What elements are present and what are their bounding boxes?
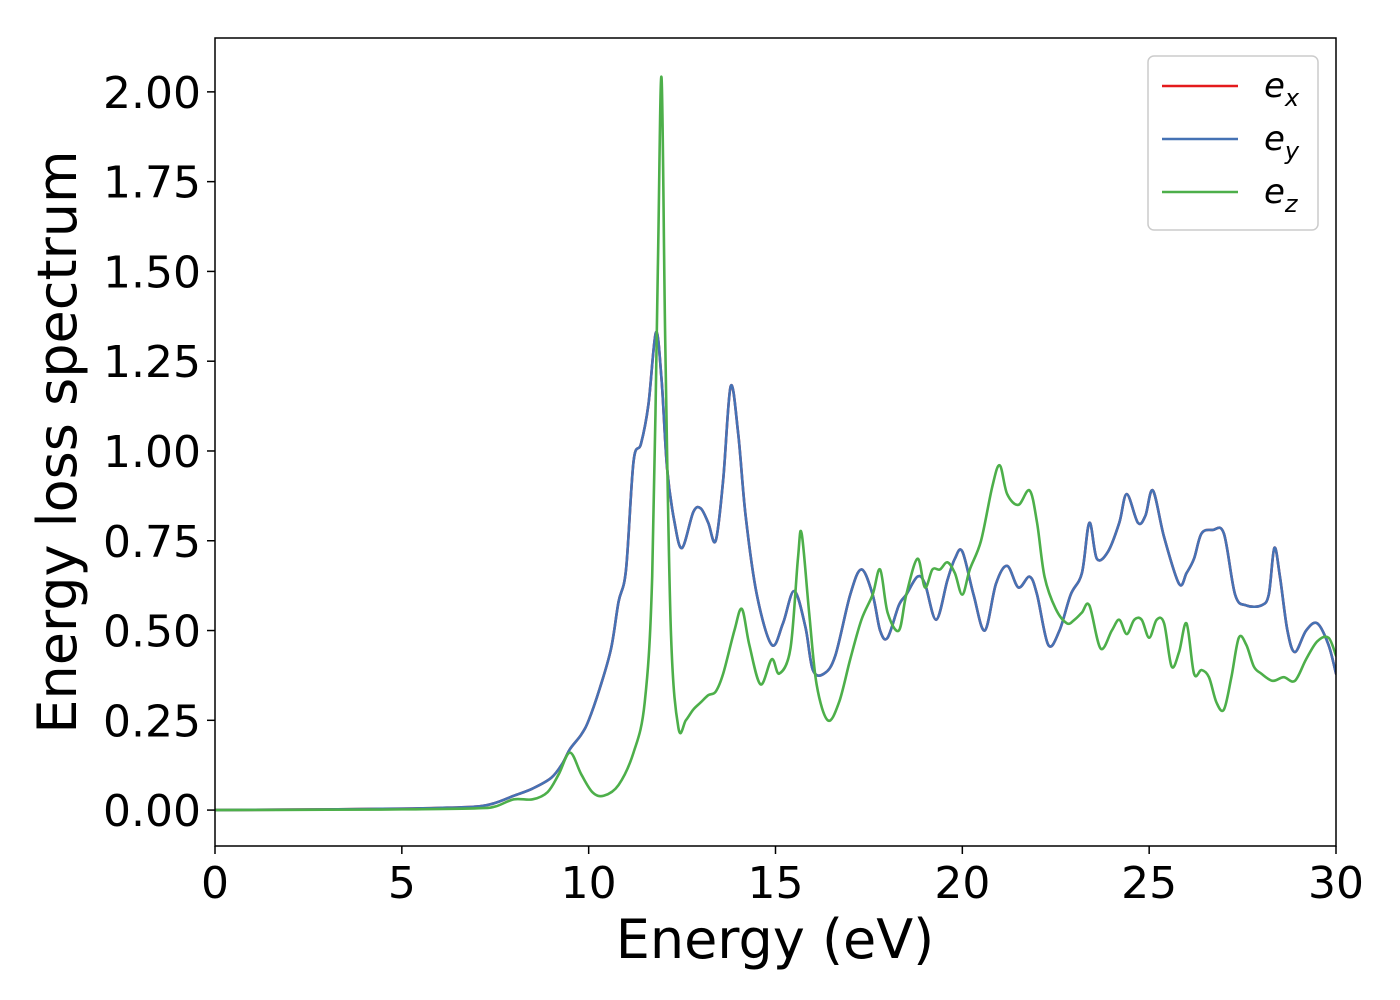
y-tick-label: 1.50 (103, 247, 201, 298)
legend-label-e-z: ez (1264, 172, 1299, 218)
series-line-e-y (215, 331, 1336, 812)
x-axis-label: Energy (eV) (616, 908, 935, 971)
y-tick-label: 0.00 (103, 786, 201, 837)
y-tick-label: 0.25 (103, 696, 201, 747)
series-layer (215, 75, 1336, 812)
y-tick-label: 1.00 (103, 427, 201, 478)
y-tick-label: 1.75 (103, 158, 201, 209)
legend-box (1147, 55, 1319, 231)
x-tick-label: 0 (201, 858, 229, 909)
y-axis-label: Energy loss spectrum (26, 150, 89, 733)
x-tick-label: 25 (1121, 858, 1177, 909)
y-axis-ticks: 0.00 0.25 0.50 0.75 1.00 1.25 1.50 1.75 2.00 (103, 68, 215, 837)
y-tick-label: 2.00 (103, 68, 201, 119)
y-tick-label: 0.75 (103, 517, 201, 568)
x-tick-label: 15 (748, 858, 804, 909)
legend-label-e-x: ex (1264, 66, 1300, 112)
series-line-e-z (215, 75, 1336, 812)
x-tick-label: 30 (1308, 858, 1364, 909)
plot-frame (214, 37, 1337, 847)
x-tick-label: 20 (934, 858, 990, 909)
legend-label-e-y: ey (1264, 119, 1300, 165)
x-tick-label: 10 (561, 858, 617, 909)
y-tick-label: 1.25 (103, 337, 201, 388)
y-tick-label: 0.50 (103, 607, 201, 658)
legend: ex ey ez (1147, 55, 1319, 231)
x-tick-label: 5 (388, 858, 416, 909)
x-axis-ticks: 0 5 10 15 20 25 30 (201, 846, 1364, 909)
